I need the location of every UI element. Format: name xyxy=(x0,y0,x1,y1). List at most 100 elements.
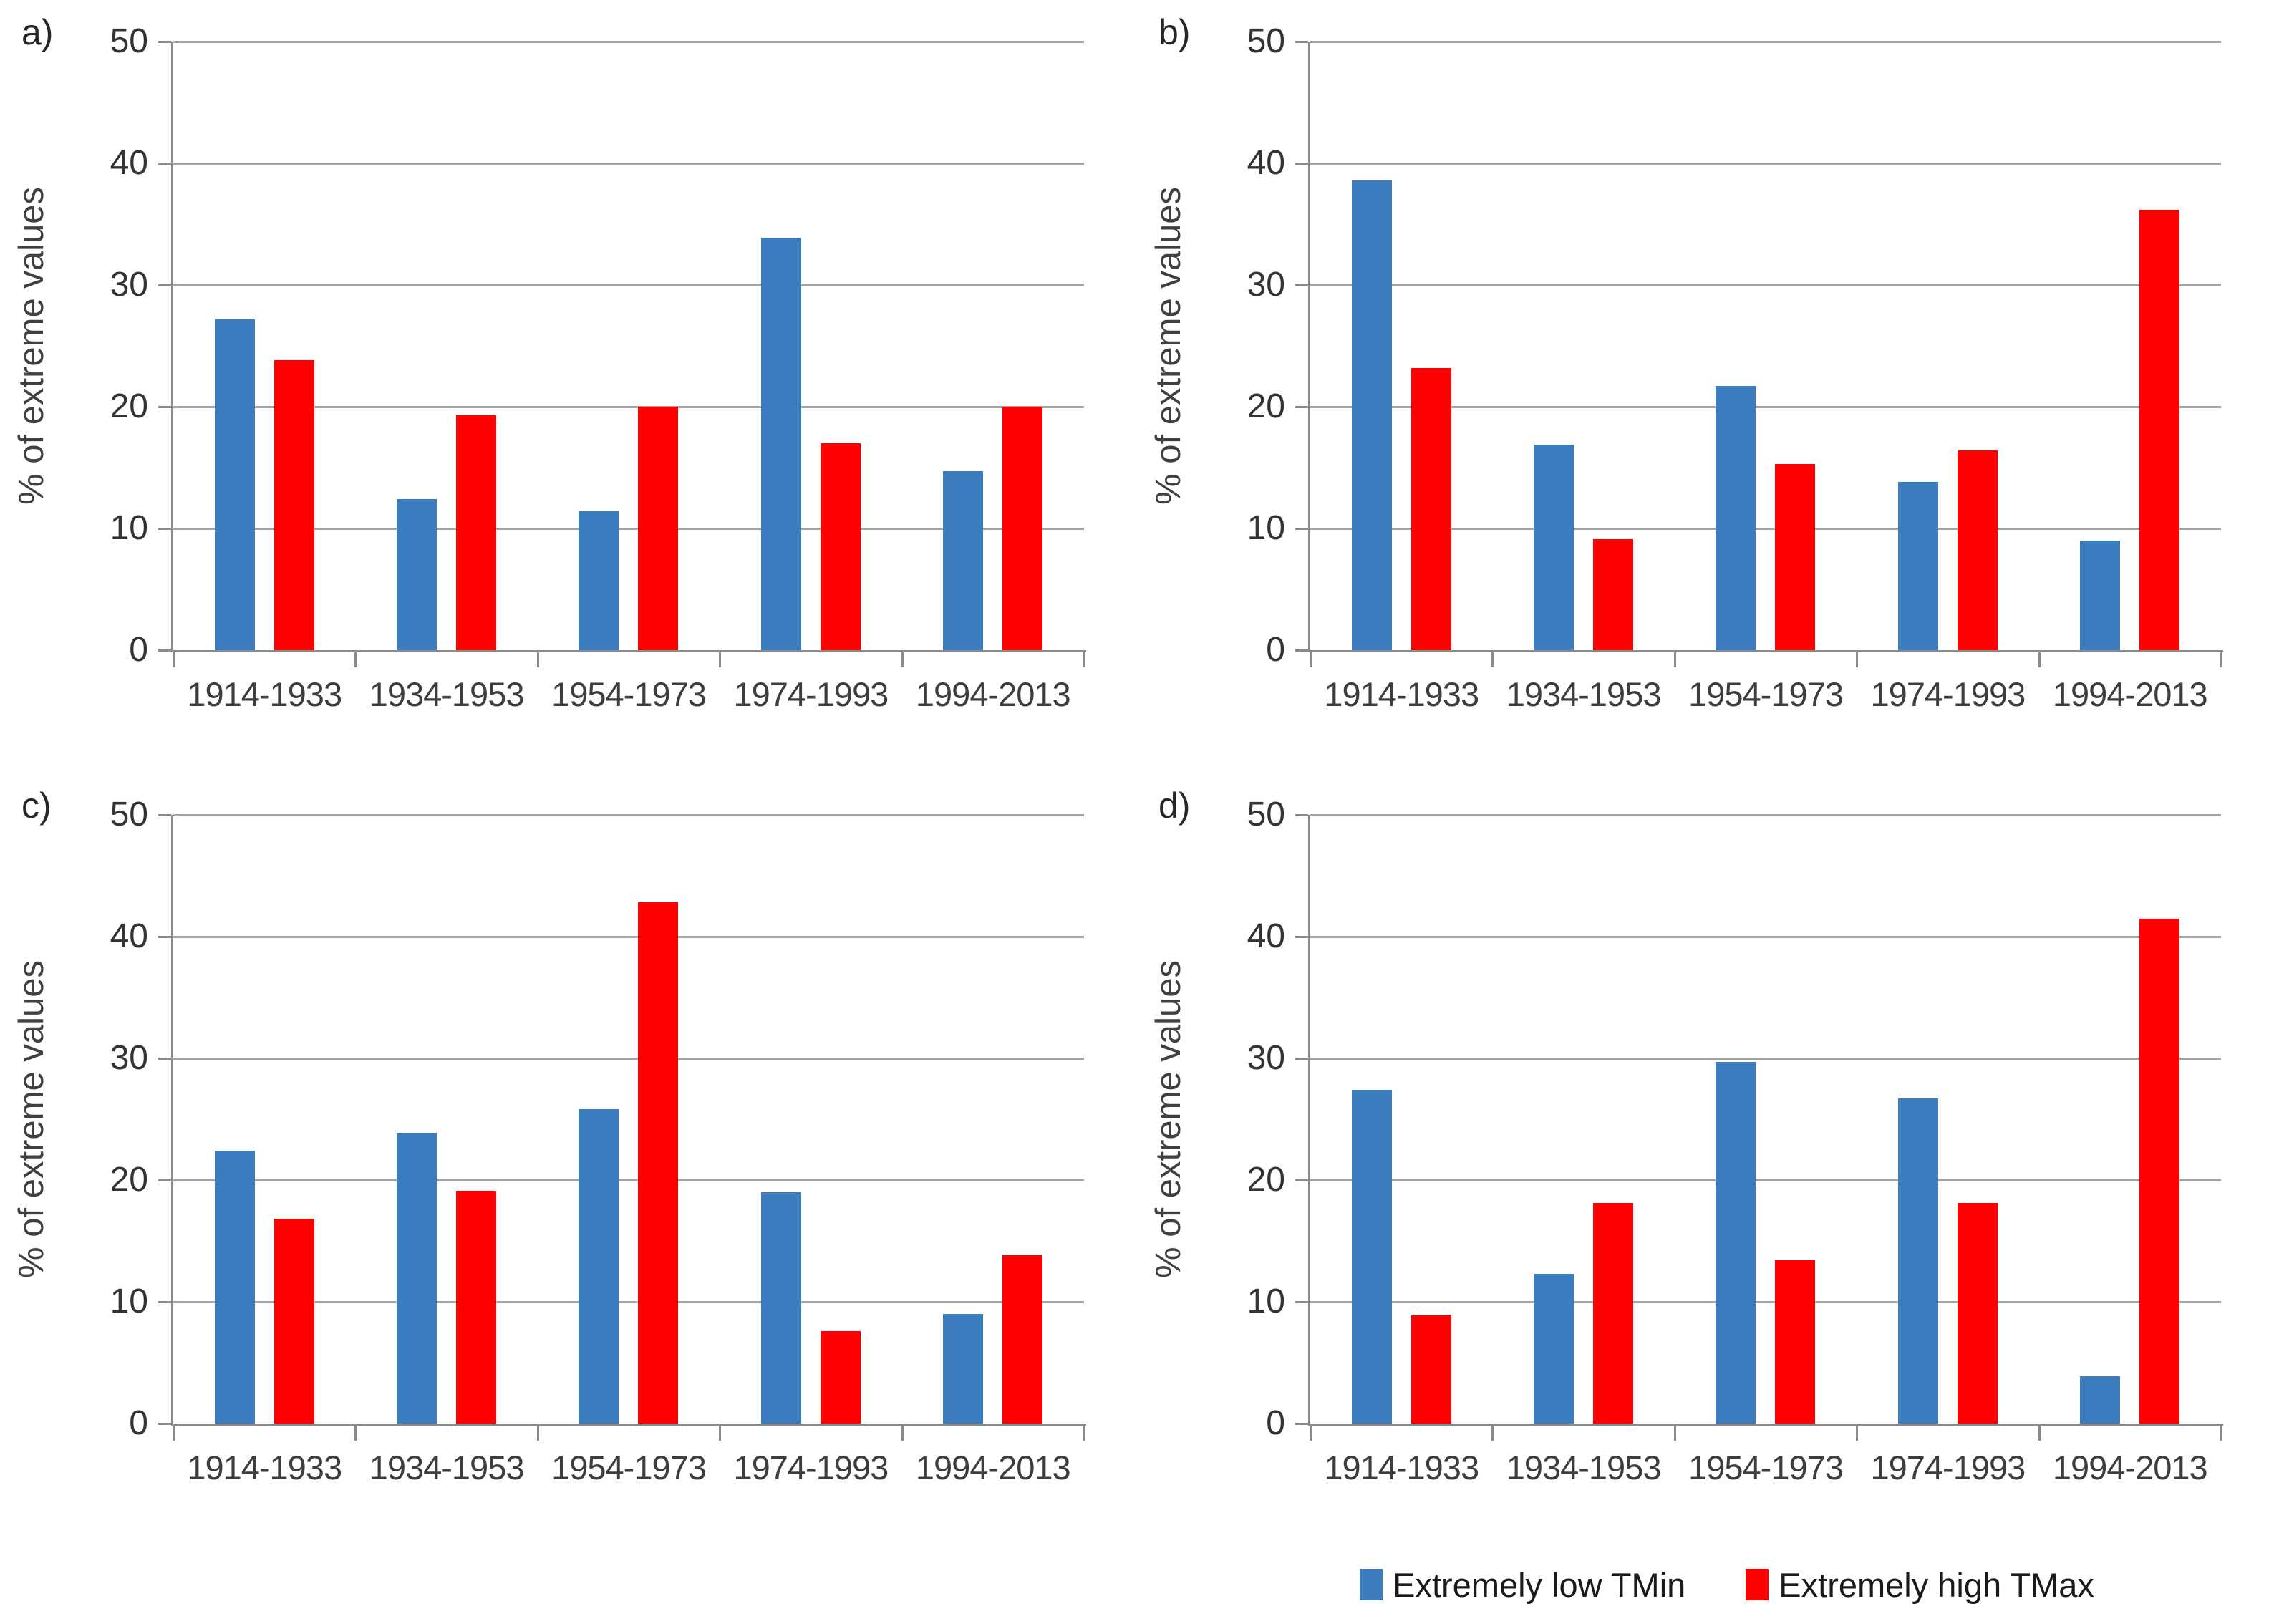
y-tick-label: 40 xyxy=(1247,917,1285,955)
x-axis-line xyxy=(1308,1424,2223,1426)
x-tick-label: 1934-1953 xyxy=(1506,675,1662,713)
y-tick-mark xyxy=(158,936,171,938)
bar-extremely-low-tmin xyxy=(2080,541,2121,650)
y-tick-mark xyxy=(158,649,171,652)
x-tick-label: 1954-1973 xyxy=(1688,675,1844,713)
y-axis-line xyxy=(171,42,173,652)
bar-extremely-high-tmax xyxy=(456,1191,497,1424)
bar-extremely-high-tmax xyxy=(1002,1255,1043,1424)
panel-letter: c) xyxy=(21,786,52,826)
y-tick-mark xyxy=(158,814,171,816)
bar-group-1954-1973 xyxy=(1675,815,1857,1424)
y-tick-mark xyxy=(158,163,171,165)
bar-group-1934-1953 xyxy=(355,42,537,650)
gridline xyxy=(173,41,1084,43)
bar-extremely-high-tmax xyxy=(1957,1203,1998,1424)
x-tick-label: 1974-1993 xyxy=(1870,675,2026,713)
y-tick-label: 50 xyxy=(110,796,148,833)
x-tick-label: 1934-1953 xyxy=(369,1449,525,1487)
y-axis-title: % of extreme values xyxy=(12,960,51,1278)
gridline xyxy=(173,528,1084,530)
gridline xyxy=(1310,814,2221,816)
y-tick-mark xyxy=(1295,528,1308,530)
y-tick-mark xyxy=(1295,649,1308,652)
x-tick-mark xyxy=(1856,1426,1859,1441)
y-tick-label: 50 xyxy=(1247,796,1285,833)
x-tick-label: 1974-1993 xyxy=(1870,1449,2026,1487)
y-tick-mark xyxy=(1295,41,1308,43)
panel-letter: d) xyxy=(1158,786,1191,826)
y-axis-title: % of extreme values xyxy=(12,187,51,505)
y-tick-label: 20 xyxy=(110,387,148,425)
y-tick-mark xyxy=(1295,1423,1308,1425)
x-tick-mark xyxy=(2038,1426,2041,1441)
y-axis-line xyxy=(171,815,173,1426)
bar-extremely-high-tmax xyxy=(1775,463,1816,650)
x-tick-mark xyxy=(1083,652,1085,667)
y-tick-label: 30 xyxy=(1247,266,1285,304)
y-tick-mark xyxy=(1295,1179,1308,1181)
y-axis-line xyxy=(1308,815,1310,1426)
x-tick-label: 1914-1933 xyxy=(1324,1449,1479,1487)
bar-group-1974-1993 xyxy=(720,42,901,650)
y-tick-label: 20 xyxy=(1247,387,1285,425)
gridline xyxy=(173,814,1084,816)
bar-extremely-low-tmin xyxy=(1534,444,1574,650)
legend-swatch-tmax-icon xyxy=(1746,1569,1769,1600)
bar-extremely-low-tmin xyxy=(943,1314,984,1424)
bar-extremely-high-tmax xyxy=(2139,209,2180,650)
bar-group-1914-1933 xyxy=(1310,42,1492,650)
bar-extremely-low-tmin xyxy=(1897,482,1938,650)
y-tick-mark xyxy=(158,41,171,43)
legend-item-extremely-high-tmax: Extremely high TMax xyxy=(1746,1565,2094,1605)
x-tick-mark xyxy=(1491,652,1494,667)
y-tick-mark xyxy=(1295,163,1308,165)
bar-extremely-high-tmax xyxy=(1002,407,1043,650)
gridline xyxy=(1310,1058,2221,1060)
x-tick-label: 1914-1933 xyxy=(1324,675,1479,713)
gridline xyxy=(1310,1179,2221,1181)
x-tick-mark xyxy=(1673,652,1676,667)
x-tick-label: 1994-2013 xyxy=(915,1449,1071,1487)
bar-group-1914-1933 xyxy=(1310,815,1492,1424)
bar-group-1974-1993 xyxy=(720,815,901,1424)
x-tick-mark xyxy=(1491,1426,1494,1441)
y-tick-mark xyxy=(158,528,171,530)
bar-group-1974-1993 xyxy=(1857,42,2038,650)
y-tick-label: 10 xyxy=(1247,1282,1285,1320)
y-tick-mark xyxy=(1295,1301,1308,1303)
y-tick-label: 10 xyxy=(110,1282,148,1320)
bar-extremely-high-tmax xyxy=(1411,367,1451,650)
bar-group-1954-1973 xyxy=(538,42,720,650)
bar-extremely-low-tmin xyxy=(1351,180,1392,650)
y-tick-mark xyxy=(1295,936,1308,938)
x-axis-line xyxy=(171,1424,1086,1426)
x-tick-label: 1934-1953 xyxy=(1506,1449,1662,1487)
x-tick-label: 1994-2013 xyxy=(915,675,1071,713)
x-tick-mark xyxy=(2220,1426,2222,1441)
bar-extremely-high-tmax xyxy=(274,360,314,650)
x-tick-mark xyxy=(901,652,904,667)
gridline xyxy=(1310,163,2221,165)
y-axis-title: % of extreme values xyxy=(1149,960,1188,1278)
x-tick-label: 1994-2013 xyxy=(2052,675,2208,713)
x-tick-mark xyxy=(901,1426,904,1441)
bar-extremely-high-tmax xyxy=(1593,539,1634,650)
gridline xyxy=(1310,41,2221,43)
bar-group-1914-1933 xyxy=(173,815,355,1424)
gridline xyxy=(173,936,1084,938)
x-tick-mark xyxy=(354,652,357,667)
y-tick-label: 50 xyxy=(110,22,148,60)
bar-extremely-low-tmin xyxy=(579,511,619,650)
panel-letter: b) xyxy=(1158,12,1191,52)
x-tick-mark xyxy=(1856,652,1859,667)
legend-label-tmax: Extremely high TMax xyxy=(1779,1565,2094,1604)
y-tick-mark xyxy=(158,284,171,286)
y-tick-mark xyxy=(1295,814,1308,816)
gridline xyxy=(1310,284,2221,286)
bar-group-1934-1953 xyxy=(355,815,537,1424)
bar-group-1914-1933 xyxy=(173,42,355,650)
y-tick-label: 30 xyxy=(110,266,148,304)
bar-extremely-high-tmax xyxy=(456,415,497,650)
bar-extremely-low-tmin xyxy=(1534,1273,1574,1424)
